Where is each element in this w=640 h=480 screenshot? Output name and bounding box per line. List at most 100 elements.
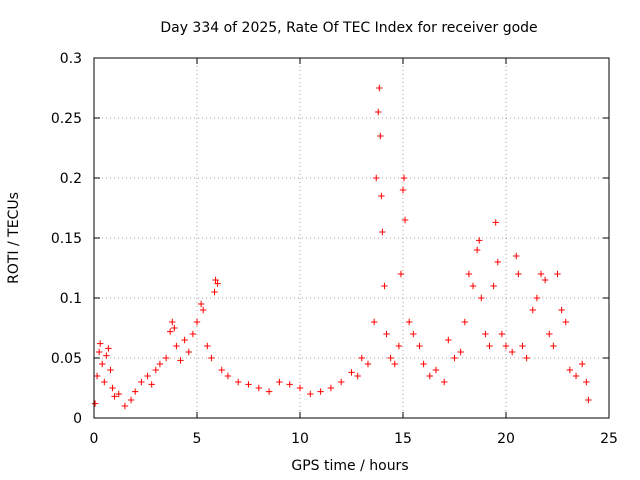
data-point [546, 330, 553, 338]
x-axis-label: GPS time / hours [291, 458, 408, 474]
x-axis: 0 5 10 15 20 25 [90, 58, 618, 447]
data-point [171, 324, 178, 332]
x-tick-label: 0 [90, 431, 99, 447]
x-tick-label: 15 [394, 431, 412, 447]
data-point [224, 372, 232, 380]
data-point [508, 348, 516, 356]
data-point [152, 366, 159, 374]
data-point [566, 366, 574, 374]
data-point [148, 381, 155, 388]
data-points [91, 84, 592, 410]
data-point [381, 282, 388, 290]
data-point [562, 318, 569, 326]
y-axis-label: ROTI / TECUs [6, 192, 22, 284]
y-tick-label: 0.25 [51, 111, 82, 127]
chart-title: Day 334 of 2025, Rate Of TEC Index for r… [160, 20, 537, 36]
data-point [550, 342, 557, 350]
data-point [445, 336, 452, 344]
data-point [383, 330, 390, 338]
data-point [265, 388, 273, 395]
data-point [494, 258, 501, 266]
data-point [410, 330, 417, 338]
data-point [91, 400, 99, 407]
data-point [529, 306, 536, 314]
data-point [296, 384, 304, 392]
data-point [492, 219, 499, 226]
data-point [558, 306, 565, 314]
data-point [99, 360, 106, 368]
data-point [554, 270, 561, 278]
data-point [420, 360, 427, 368]
data-point [96, 340, 104, 347]
data-point [579, 360, 586, 368]
data-point [167, 328, 174, 335]
data-point [111, 393, 118, 400]
data-point [377, 132, 384, 140]
data-point [457, 348, 464, 356]
data-point [286, 381, 293, 388]
data-point [214, 280, 221, 287]
data-point [193, 318, 201, 326]
data-point [541, 276, 549, 284]
data-point [276, 378, 283, 386]
data-point [144, 372, 151, 380]
data-point [255, 384, 262, 392]
data-point [204, 342, 211, 350]
data-point [181, 336, 188, 344]
data-point [451, 354, 458, 362]
data-point [189, 330, 197, 338]
data-point [132, 388, 139, 395]
data-point [405, 318, 413, 326]
data-point [478, 294, 485, 302]
data-point [379, 228, 386, 236]
data-point [348, 369, 355, 376]
data-point [482, 330, 489, 338]
data-point [490, 282, 497, 290]
data-point [317, 388, 324, 395]
x-tick-label: 20 [497, 431, 515, 447]
data-point [376, 84, 383, 92]
data-point [107, 366, 114, 374]
data-point [400, 174, 408, 182]
data-point [401, 216, 409, 224]
data-point [391, 360, 398, 368]
data-point [486, 342, 493, 350]
data-point [109, 384, 116, 392]
data-point [498, 330, 506, 338]
data-point [173, 342, 180, 350]
data-point [397, 270, 405, 278]
data-point [103, 352, 110, 359]
data-point [327, 384, 335, 392]
x-tick-label: 25 [600, 431, 618, 447]
data-point [245, 381, 252, 388]
data-point [199, 306, 207, 314]
data-point [354, 372, 361, 380]
x-tick-label: 5 [193, 431, 202, 447]
data-point [378, 192, 385, 200]
data-point [583, 378, 590, 386]
data-point [211, 288, 218, 296]
data-point [307, 390, 314, 398]
data-point [519, 342, 526, 350]
y-axis: 0 0.05 0.1 0.15 0.2 0.25 0.3 [51, 51, 609, 427]
data-point [370, 318, 378, 326]
data-point [127, 396, 135, 404]
data-point [537, 270, 545, 278]
y-tick-label: 0.3 [60, 51, 82, 67]
data-point [432, 366, 440, 374]
data-point [162, 354, 170, 362]
data-point [375, 108, 382, 116]
y-tick-label: 0.1 [60, 291, 82, 307]
data-point [585, 396, 592, 404]
data-point [185, 348, 192, 356]
data-point [105, 345, 112, 352]
data-point [502, 342, 510, 350]
data-point [93, 372, 101, 380]
data-point [358, 354, 365, 362]
data-point [513, 252, 520, 260]
data-point [426, 372, 433, 380]
plot-frame [93, 57, 610, 419]
y-tick-label: 0.05 [51, 351, 82, 367]
data-point [115, 390, 122, 398]
